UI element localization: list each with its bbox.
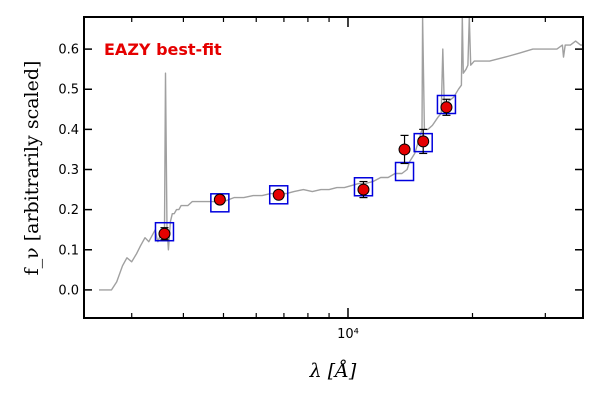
y-axis-title: f_ν [arbitrarily scaled]	[21, 61, 43, 276]
x-tick-label: 10⁴	[337, 327, 359, 342]
y-tick-label: 0.6	[58, 43, 79, 58]
observed-flux-point	[272, 188, 285, 201]
observed-flux-point	[158, 227, 171, 240]
plot-frame	[83, 16, 584, 319]
annotation-label: EAZY best-fit	[104, 40, 222, 59]
observed-flux-point	[440, 101, 453, 114]
y-tick-label: 0.1	[58, 243, 79, 258]
observed-flux-point	[398, 143, 411, 156]
y-tick-label: 0.0	[58, 283, 79, 298]
y-tick-label: 0.3	[58, 163, 79, 178]
model-flux-square	[154, 221, 175, 242]
axes: 0.0 0.1 0.2 0.3 0.4 0.5 0.6 10⁴	[58, 17, 583, 342]
plot-area	[99, 17, 583, 291]
y-tick-label: 0.2	[58, 203, 79, 218]
plot-background	[84, 17, 583, 318]
observed-flux-point	[357, 183, 370, 196]
model-flux-square	[268, 185, 289, 205]
x-axis-title: λ [Å]	[309, 360, 357, 382]
y-tick-label: 0.5	[58, 83, 79, 98]
observed-flux-point	[417, 135, 430, 148]
y-tick-label: 0.4	[58, 123, 79, 138]
observed-flux-point	[213, 193, 226, 206]
